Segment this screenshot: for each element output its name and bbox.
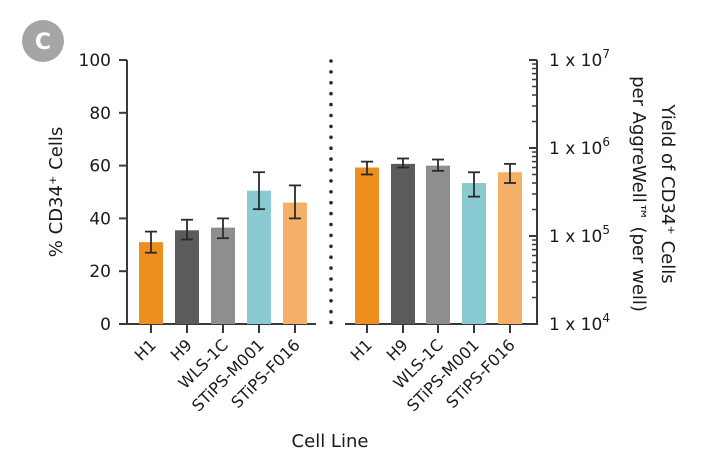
right-error-bar	[468, 171, 480, 198]
left-bar-stips-m001	[247, 190, 271, 324]
divider-dot	[329, 59, 333, 63]
left-error-bar	[181, 218, 193, 241]
right-error-bar	[397, 157, 409, 169]
divider-dot	[329, 288, 333, 292]
right-error-bar	[432, 158, 444, 172]
divider-dot	[329, 299, 333, 303]
right-x-tick-label: H1	[347, 335, 376, 364]
left-error-bar	[289, 184, 301, 220]
right-bar-stips-m001	[462, 183, 486, 324]
right-y-tick-label: 1 x 104	[549, 311, 610, 335]
right-bar-h9	[391, 163, 415, 324]
divider-dot	[329, 81, 333, 85]
divider-dot	[329, 157, 333, 161]
x-axis-title: Cell Line	[292, 431, 369, 452]
divider-dot	[329, 233, 333, 238]
left-bar-h1	[139, 242, 163, 324]
divider-dot	[329, 91, 333, 96]
panel-label: C	[35, 30, 51, 55]
divider-dot	[329, 146, 333, 150]
divider-dot	[329, 113, 333, 118]
divider-dot	[329, 102, 333, 107]
divider-dot	[329, 168, 333, 172]
left-error-bar	[145, 230, 157, 254]
right-bar-wls-1c	[426, 165, 450, 324]
left-error-bar	[253, 171, 265, 211]
divider-dot	[329, 124, 333, 129]
right-y-axis-title-line1: Yield of CD34⁺ Cells	[657, 103, 678, 283]
right-y-tick-label: 1 x 105	[549, 223, 610, 247]
divider-dot	[329, 277, 333, 281]
divider-dot	[329, 255, 333, 259]
left-bar-wls-1c	[211, 227, 235, 324]
divider-dot	[329, 211, 333, 216]
left-y-axis-title: % CD34⁺ Cells	[46, 127, 67, 257]
left-bar-stips-f016	[283, 202, 307, 324]
left-y-tick-label: 100	[79, 51, 111, 71]
right-bar-stips-f016	[498, 172, 522, 324]
left-x-tick-label: H9	[167, 335, 196, 364]
right-y-tick-label: 1 x 107	[549, 47, 610, 71]
right-y-axis-title-line2: per AggreWell™ (per well)	[628, 76, 649, 312]
divider-dot	[329, 135, 333, 140]
divider-dot	[329, 320, 333, 325]
left-bar-h9	[175, 230, 199, 324]
divider-dot	[329, 309, 333, 314]
divider-dot	[329, 190, 333, 194]
left-y-tick-label: 0	[100, 315, 111, 335]
divider-dot	[329, 179, 333, 183]
panel-badge: C	[22, 20, 64, 62]
right-error-bar	[361, 160, 373, 176]
left-y-tick-label: 80	[89, 104, 111, 124]
left-y-tick-label: 20	[89, 262, 111, 282]
divider-dot	[329, 266, 333, 270]
divider-dot	[329, 222, 333, 227]
panel-badge-circle	[22, 20, 64, 62]
divider-dot	[329, 244, 333, 249]
left-x-tick-label: H1	[131, 335, 160, 364]
divider-dot	[329, 70, 333, 74]
left-error-bar	[217, 217, 229, 240]
right-bar-h1	[355, 167, 379, 324]
left-y-tick-label: 40	[89, 209, 111, 229]
right-error-bar	[504, 162, 516, 184]
dotted-divider	[329, 59, 333, 325]
divider-dot	[329, 200, 333, 205]
left-y-tick-label: 60	[89, 157, 111, 177]
right-y-tick-label: 1 x 106	[549, 135, 610, 159]
